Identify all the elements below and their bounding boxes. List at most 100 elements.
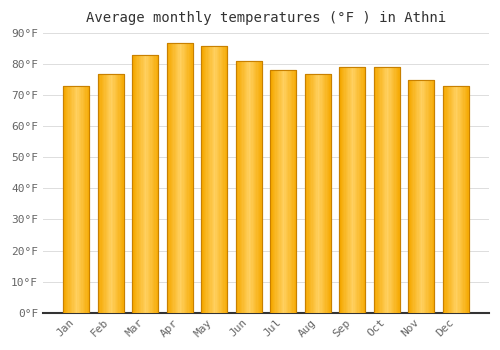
Bar bbox=[282, 70, 283, 313]
Bar bbox=[428, 80, 429, 313]
Bar bbox=[319, 74, 320, 313]
Bar bbox=[212, 46, 213, 313]
Bar bbox=[339, 67, 365, 313]
Bar bbox=[348, 67, 350, 313]
Bar bbox=[180, 43, 181, 313]
Bar bbox=[284, 70, 286, 313]
Bar bbox=[424, 80, 425, 313]
Bar bbox=[240, 61, 241, 313]
Bar bbox=[280, 70, 282, 313]
Bar bbox=[209, 46, 210, 313]
Bar bbox=[354, 67, 355, 313]
Bar bbox=[70, 86, 71, 313]
Bar bbox=[226, 46, 227, 313]
Bar bbox=[100, 74, 102, 313]
Bar bbox=[410, 80, 411, 313]
Bar bbox=[185, 43, 186, 313]
Bar bbox=[295, 70, 296, 313]
Bar bbox=[360, 67, 361, 313]
Bar bbox=[414, 80, 416, 313]
Bar bbox=[132, 55, 158, 313]
Bar bbox=[454, 86, 456, 313]
Bar bbox=[376, 67, 378, 313]
Bar bbox=[272, 70, 273, 313]
Bar bbox=[457, 86, 458, 313]
Bar bbox=[460, 86, 461, 313]
Bar bbox=[208, 46, 209, 313]
Bar bbox=[63, 86, 89, 313]
Bar bbox=[82, 86, 84, 313]
Bar bbox=[98, 74, 124, 313]
Bar bbox=[63, 86, 64, 313]
Bar bbox=[201, 46, 202, 313]
Bar bbox=[304, 74, 330, 313]
Bar bbox=[178, 43, 180, 313]
Bar bbox=[186, 43, 188, 313]
Title: Average monthly temperatures (°F ) in Athni: Average monthly temperatures (°F ) in At… bbox=[86, 11, 446, 25]
Bar bbox=[154, 55, 156, 313]
Bar bbox=[204, 46, 205, 313]
Bar bbox=[453, 86, 454, 313]
Bar bbox=[379, 67, 380, 313]
Bar bbox=[442, 86, 468, 313]
Bar bbox=[223, 46, 224, 313]
Bar bbox=[258, 61, 259, 313]
Bar bbox=[344, 67, 346, 313]
Bar bbox=[250, 61, 252, 313]
Bar bbox=[238, 61, 240, 313]
Bar bbox=[340, 67, 342, 313]
Bar bbox=[375, 67, 376, 313]
Bar bbox=[320, 74, 322, 313]
Bar bbox=[288, 70, 290, 313]
Bar bbox=[374, 67, 400, 313]
Bar bbox=[224, 46, 226, 313]
Bar bbox=[393, 67, 394, 313]
Bar bbox=[176, 43, 177, 313]
Bar bbox=[388, 67, 390, 313]
Bar bbox=[328, 74, 330, 313]
Bar bbox=[442, 86, 444, 313]
Bar bbox=[462, 86, 464, 313]
Bar bbox=[76, 86, 78, 313]
Bar bbox=[146, 55, 148, 313]
Bar bbox=[259, 61, 260, 313]
Bar bbox=[174, 43, 176, 313]
Bar bbox=[398, 67, 400, 313]
Bar bbox=[216, 46, 217, 313]
Bar bbox=[98, 74, 99, 313]
Bar bbox=[72, 86, 74, 313]
Bar bbox=[88, 86, 89, 313]
Bar bbox=[326, 74, 328, 313]
Bar bbox=[444, 86, 446, 313]
Bar bbox=[84, 86, 85, 313]
Bar bbox=[394, 67, 396, 313]
Bar bbox=[182, 43, 184, 313]
Bar bbox=[294, 70, 295, 313]
Bar bbox=[461, 86, 462, 313]
Bar bbox=[236, 61, 262, 313]
Bar bbox=[318, 74, 319, 313]
Bar bbox=[430, 80, 432, 313]
Bar bbox=[310, 74, 311, 313]
Bar bbox=[205, 46, 206, 313]
Bar bbox=[170, 43, 172, 313]
Bar bbox=[292, 70, 294, 313]
Bar bbox=[315, 74, 316, 313]
Bar bbox=[256, 61, 258, 313]
Bar bbox=[383, 67, 384, 313]
Bar bbox=[118, 74, 120, 313]
Bar bbox=[464, 86, 466, 313]
Bar bbox=[316, 74, 318, 313]
Bar bbox=[347, 67, 348, 313]
Bar bbox=[382, 67, 383, 313]
Bar bbox=[107, 74, 108, 313]
Bar bbox=[64, 86, 66, 313]
Bar bbox=[380, 67, 382, 313]
Bar bbox=[260, 61, 262, 313]
Bar bbox=[324, 74, 326, 313]
Bar bbox=[411, 80, 412, 313]
Bar bbox=[120, 74, 121, 313]
Bar bbox=[322, 74, 323, 313]
Bar bbox=[416, 80, 418, 313]
Bar bbox=[290, 70, 291, 313]
